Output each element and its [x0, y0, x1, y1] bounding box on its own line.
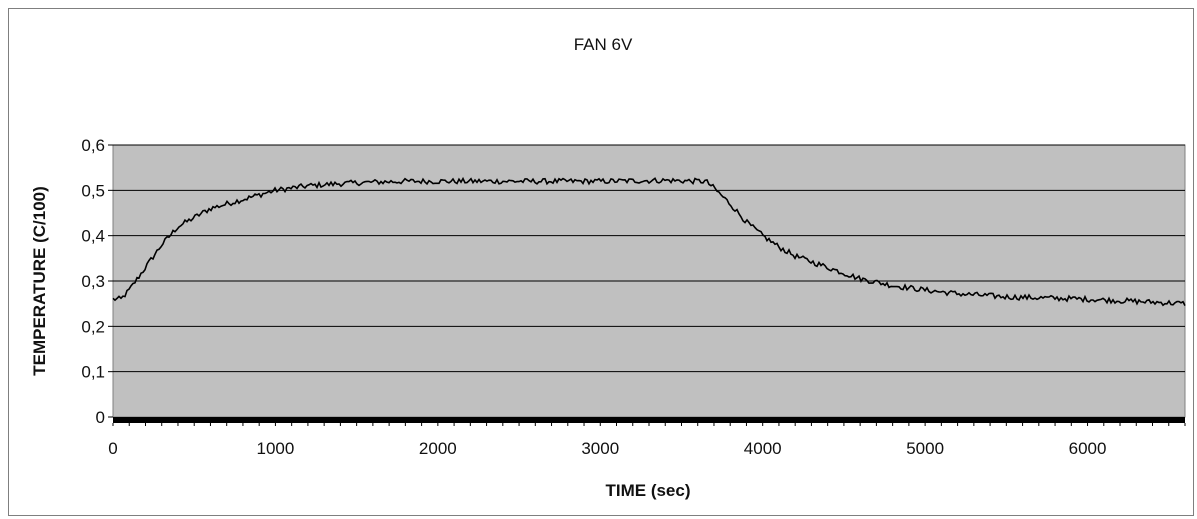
x-tick-label: 6000 — [1069, 439, 1107, 458]
x-axis-ticks: 0 1000 2000 3000 4000 5000 6000 — [108, 423, 1186, 458]
x-tick-label: 2000 — [419, 439, 457, 458]
y-tick-label: 0 — [96, 408, 105, 427]
y-tick-label: 0,2 — [81, 317, 105, 336]
x-tick-label: 5000 — [906, 439, 944, 458]
x-tick-label: 4000 — [744, 439, 782, 458]
x-tick-label: 3000 — [581, 439, 619, 458]
x-axis-title: TIME (sec) — [605, 481, 690, 500]
y-tick-label: 0,6 — [81, 136, 105, 155]
chart-title: FAN 6V — [574, 35, 633, 54]
x-tick-label: 0 — [108, 439, 117, 458]
y-axis-ticks: 0 0,1 0,2 0,3 0,4 0,5 0,6 — [81, 136, 113, 427]
y-tick-label: 0,1 — [81, 363, 105, 382]
series-line-temperature — [112, 176, 1186, 307]
y-axis-title: TEMPERATURE (C/100) — [30, 186, 49, 376]
y-tick-label: 0,3 — [81, 272, 105, 291]
x-tick-label: 1000 — [257, 439, 295, 458]
y-tick-label: 0,4 — [81, 227, 105, 246]
y-tick-label: 0,5 — [81, 181, 105, 200]
x-axis-line — [113, 417, 1185, 423]
gridlines — [113, 144, 1185, 373]
